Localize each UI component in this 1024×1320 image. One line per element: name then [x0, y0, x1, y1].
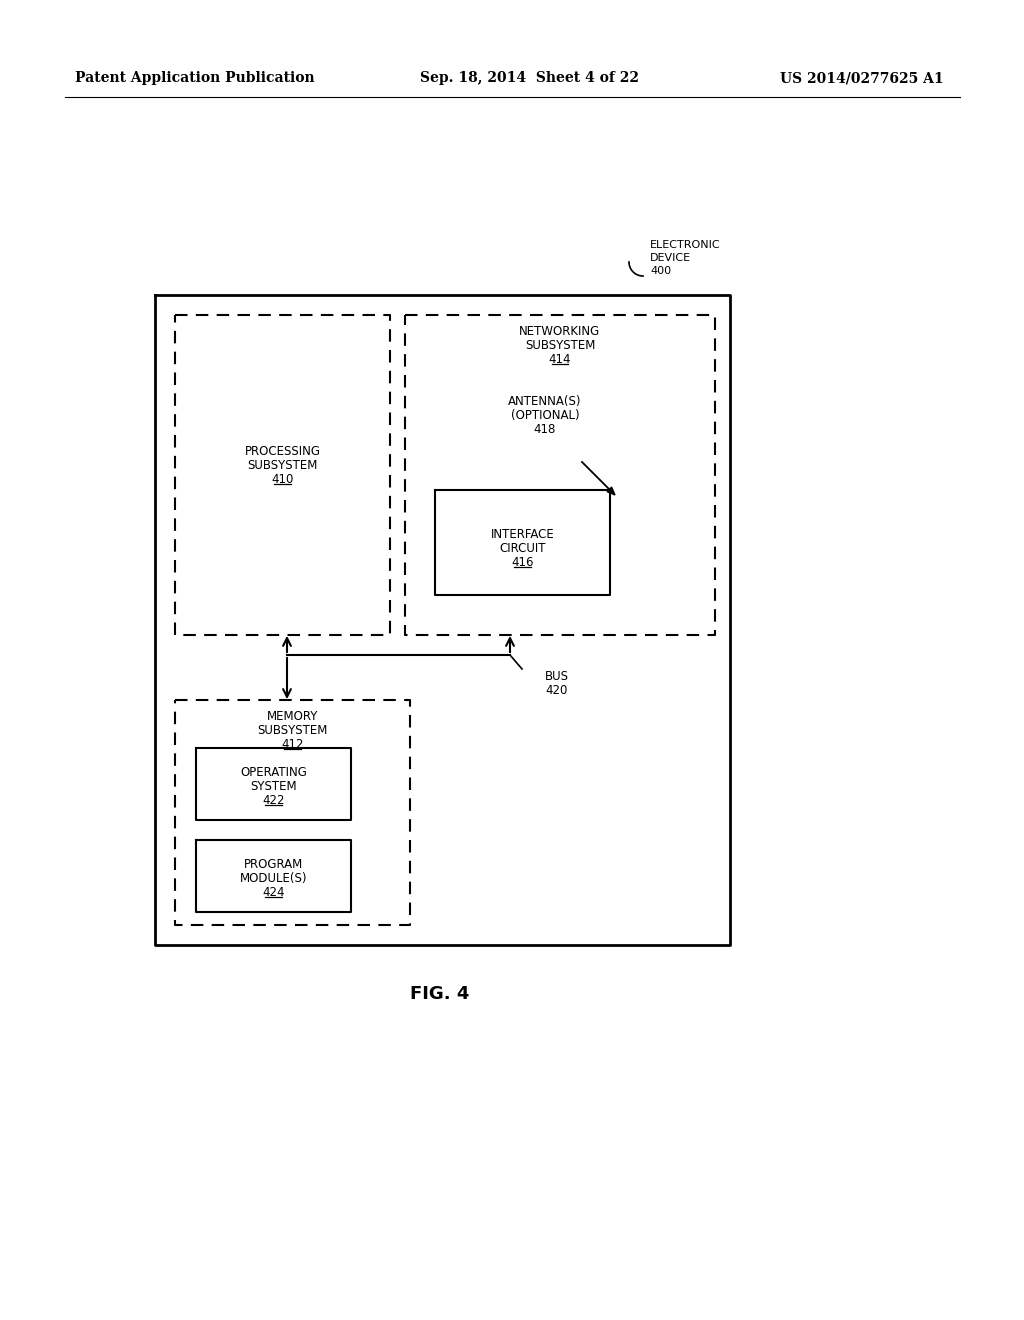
Text: SUBSYSTEM: SUBSYSTEM: [248, 459, 317, 473]
Text: PROCESSING: PROCESSING: [245, 445, 321, 458]
Text: MODULE(S): MODULE(S): [240, 873, 307, 884]
Text: US 2014/0277625 A1: US 2014/0277625 A1: [780, 71, 944, 84]
Text: PROGRAM: PROGRAM: [244, 858, 303, 871]
Text: SYSTEM: SYSTEM: [250, 780, 297, 793]
Text: SUBSYSTEM: SUBSYSTEM: [257, 723, 328, 737]
Text: Patent Application Publication: Patent Application Publication: [75, 71, 314, 84]
Text: 400: 400: [650, 267, 671, 276]
Text: INTERFACE: INTERFACE: [490, 528, 554, 540]
Text: 412: 412: [282, 738, 304, 751]
Text: FIG. 4: FIG. 4: [411, 985, 470, 1003]
Text: 424: 424: [262, 886, 285, 899]
Text: 420: 420: [545, 684, 567, 697]
Text: 410: 410: [271, 473, 294, 486]
Text: NETWORKING: NETWORKING: [519, 325, 601, 338]
Text: Sep. 18, 2014  Sheet 4 of 22: Sep. 18, 2014 Sheet 4 of 22: [420, 71, 639, 84]
Text: CIRCUIT: CIRCUIT: [500, 541, 546, 554]
Text: ELECTRONIC: ELECTRONIC: [650, 240, 721, 249]
Text: SUBSYSTEM: SUBSYSTEM: [525, 339, 595, 352]
Text: BUS: BUS: [545, 671, 569, 682]
Text: 414: 414: [549, 352, 571, 366]
Text: 416: 416: [511, 556, 534, 569]
Text: ANTENNA(S): ANTENNA(S): [508, 395, 582, 408]
Text: 422: 422: [262, 795, 285, 807]
Polygon shape: [607, 487, 615, 495]
Text: (OPTIONAL): (OPTIONAL): [511, 409, 580, 422]
Text: 418: 418: [534, 422, 556, 436]
Text: MEMORY: MEMORY: [267, 710, 318, 723]
Text: DEVICE: DEVICE: [650, 253, 691, 263]
Text: OPERATING: OPERATING: [240, 766, 307, 779]
